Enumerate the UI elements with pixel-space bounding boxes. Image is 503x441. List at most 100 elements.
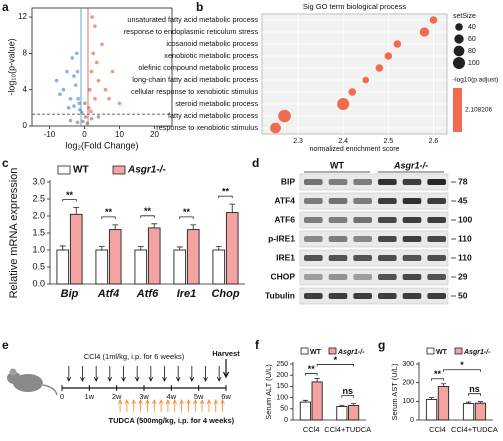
tudca-arrow bbox=[158, 399, 164, 412]
error-bar bbox=[151, 223, 158, 228]
blot-band bbox=[402, 179, 422, 185]
blot-band bbox=[402, 217, 422, 223]
week-label: 3w bbox=[139, 392, 149, 401]
dot bbox=[393, 40, 402, 48]
blot-band bbox=[378, 293, 397, 299]
error-bar bbox=[229, 203, 236, 213]
week-label: 2w bbox=[112, 392, 122, 401]
row-label: ATF4 bbox=[274, 195, 295, 205]
legend-label: WT bbox=[310, 349, 322, 356]
significance-label: ** bbox=[308, 364, 316, 374]
error-bar bbox=[314, 378, 320, 382]
blot-band bbox=[353, 293, 372, 299]
kda-label: 50 bbox=[458, 290, 468, 300]
blot-band bbox=[304, 236, 323, 242]
kda-label: 110 bbox=[458, 252, 472, 262]
color-bar bbox=[453, 88, 462, 132]
bar bbox=[299, 401, 311, 421]
bar bbox=[212, 249, 226, 285]
y-tick-label: 8 bbox=[23, 48, 28, 57]
blot-band bbox=[378, 274, 397, 280]
size-legend-dot bbox=[454, 34, 464, 44]
significance-label: ** bbox=[144, 206, 152, 216]
significance-label: * bbox=[460, 360, 464, 370]
panel-label: d bbox=[252, 156, 259, 170]
point bbox=[73, 83, 78, 87]
y-tick-label: 150 bbox=[276, 383, 288, 390]
bar bbox=[95, 249, 109, 285]
blot-band bbox=[328, 217, 348, 223]
dot bbox=[348, 88, 357, 96]
blot-band bbox=[378, 236, 397, 242]
error-bar bbox=[190, 224, 197, 230]
x-tick-label: Atf6 bbox=[136, 288, 159, 300]
injection-arrow bbox=[162, 366, 167, 382]
kda-label: 110 bbox=[458, 233, 472, 243]
significance-label: ** bbox=[66, 190, 74, 200]
point bbox=[86, 106, 91, 110]
error-bar bbox=[176, 246, 183, 250]
point bbox=[66, 106, 71, 110]
bar bbox=[134, 249, 148, 285]
point bbox=[70, 56, 75, 60]
y-tick-label: 0 bbox=[23, 121, 28, 130]
category-label: long-chain fatty acid metabolic process bbox=[132, 75, 258, 84]
point bbox=[83, 101, 87, 106]
row-label: CHOP bbox=[270, 271, 295, 281]
bar bbox=[69, 213, 83, 285]
point bbox=[110, 69, 115, 74]
bar bbox=[173, 249, 187, 285]
y-tick-label: 2.0 bbox=[32, 210, 45, 220]
blot-band bbox=[353, 236, 372, 242]
point bbox=[103, 87, 108, 92]
row-label: p-IRE1 bbox=[268, 233, 295, 243]
category-label: unsaturated fatty acid metabolic process bbox=[127, 15, 258, 24]
row-label: IRE1 bbox=[276, 252, 295, 262]
tudca-arrow bbox=[124, 399, 130, 412]
size-legend-title: setSize bbox=[453, 13, 476, 20]
error-bar bbox=[465, 401, 472, 404]
blot-band bbox=[328, 293, 348, 299]
injection-arrow bbox=[93, 366, 99, 382]
blot-strip bbox=[299, 230, 449, 248]
group-label: Asgr1-/- bbox=[393, 160, 428, 170]
x-axis-label: log₂(Fold Change) bbox=[65, 140, 138, 150]
blot-band bbox=[353, 217, 372, 223]
x-tick-label: 2.3 bbox=[293, 138, 303, 145]
legend-swatch bbox=[328, 347, 337, 355]
point bbox=[77, 101, 82, 106]
x-tick-label: 2.6 bbox=[429, 138, 439, 145]
error-bar bbox=[73, 207, 80, 215]
harvest-label: Harvest bbox=[212, 349, 240, 358]
tudca-arrow bbox=[213, 399, 218, 412]
size-legend-label: 80 bbox=[468, 48, 476, 55]
injection-arrow bbox=[175, 366, 181, 382]
row-label: ATF6 bbox=[274, 214, 295, 224]
significance-bracket bbox=[341, 395, 355, 398]
blot-strip bbox=[299, 287, 449, 305]
blot-strip bbox=[299, 249, 449, 267]
bar bbox=[56, 249, 70, 285]
y-tick-label: 4 bbox=[23, 85, 28, 94]
tudca-arrow bbox=[193, 399, 198, 412]
tudca-arrow bbox=[138, 399, 143, 412]
category-label: response to xenobiotic stimulus bbox=[156, 123, 258, 132]
point bbox=[91, 51, 96, 56]
blot-band bbox=[328, 198, 348, 204]
bar bbox=[147, 227, 161, 285]
blot-band bbox=[378, 217, 397, 223]
point bbox=[93, 24, 97, 28]
y-tick-label: 1.5 bbox=[32, 227, 45, 237]
injection-arrow bbox=[80, 366, 85, 382]
blot-band bbox=[353, 255, 372, 261]
size-legend-label: 100 bbox=[468, 60, 480, 67]
legend-swatch bbox=[454, 347, 463, 355]
error-bar bbox=[477, 401, 484, 404]
week-label: 4w bbox=[167, 392, 177, 401]
point bbox=[94, 60, 99, 65]
x-tick-label: Chop bbox=[211, 288, 239, 300]
blot-band bbox=[304, 293, 323, 299]
panel-label: e bbox=[2, 338, 9, 352]
significance-bracket bbox=[101, 216, 116, 219]
